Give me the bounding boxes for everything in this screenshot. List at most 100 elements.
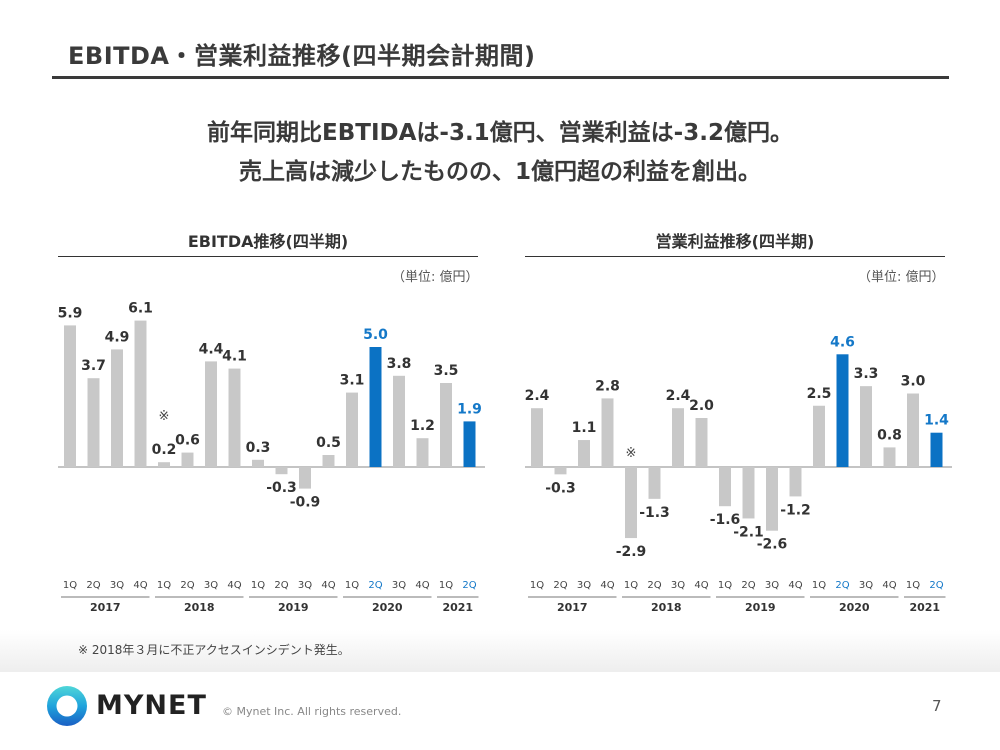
- ebitda-quarter-tick-label: 4Q: [415, 580, 429, 591]
- ebitda-quarter-tick-label: 2Q: [462, 580, 476, 591]
- operating-profit-bar: [860, 386, 872, 467]
- ebitda-value-label: 4.9: [105, 329, 130, 345]
- ebitda-value-label: 5.9: [58, 305, 83, 321]
- operating-profit-quarter-tick-label: 1Q: [906, 580, 920, 591]
- operating-profit-chart-title: 営業利益推移(四半期): [655, 232, 815, 251]
- operating-profit-bar: [813, 405, 825, 467]
- operating-profit-quarter-tick-label: 2Q: [647, 580, 661, 591]
- ebitda-annotation-mark: ※: [159, 409, 170, 424]
- footnote-band: [0, 630, 1000, 672]
- ebitda-bar: [64, 325, 76, 467]
- headline-line-2: 売上高は減少したものの、1億円超の利益を創出。: [238, 159, 761, 185]
- ebitda-bar: [134, 320, 147, 467]
- ebitda-value-label: 1.9: [457, 401, 482, 417]
- operating-profit-value-label: -1.6: [710, 512, 741, 528]
- ebitda-bar: [275, 467, 288, 475]
- ebitda-value-label: 0.5: [316, 435, 341, 451]
- ebitda-value-label: 6.1: [128, 301, 153, 317]
- operating-profit-value-label: 2.5: [807, 386, 832, 402]
- operating-profit-quarter-tick-label: 4Q: [600, 580, 614, 591]
- ebitda-value-label: 5.0: [363, 327, 388, 343]
- operating-profit-value-label: 2.0: [689, 398, 714, 414]
- operating-profit-bar: [930, 432, 943, 467]
- title-divider: [52, 76, 949, 79]
- operating-profit-value-label: 1.4: [924, 413, 949, 429]
- ebitda-value-label: 4.1: [222, 349, 247, 365]
- ebitda-year-label: 2017: [90, 601, 121, 614]
- operating-profit-value-label: -1.3: [639, 505, 670, 521]
- ebitda-value-label: 3.8: [387, 356, 412, 372]
- ebitda-bar: [369, 347, 382, 467]
- ebitda-chart-title: EBITDA推移(四半期): [187, 232, 349, 251]
- operating-profit-value-label: 3.3: [854, 366, 879, 382]
- ebitda-value-label: 1.2: [410, 418, 435, 434]
- ebitda-bar: [393, 375, 405, 467]
- operating-profit-quarter-tick-label: 2Q: [929, 580, 943, 591]
- footnote: ※ 2018年３月に不正アクセスインシデント発生。: [78, 643, 350, 657]
- operating-profit-value-label: -2.6: [757, 537, 788, 553]
- operating-profit-bar: [672, 408, 684, 467]
- operating-profit-bar: [625, 467, 637, 539]
- operating-profit-bar: [789, 467, 802, 497]
- ebitda-quarter-tick-label: 1Q: [251, 580, 265, 591]
- ebitda-value-label: 0.3: [246, 440, 271, 456]
- operating-profit-bar: [719, 467, 731, 507]
- ebitda-quarter-tick-label: 2Q: [180, 580, 194, 591]
- ebitda-bar: [416, 438, 429, 467]
- operating-profit-quarter-tick-label: 1Q: [812, 580, 826, 591]
- operating-profit-value-label: -1.2: [780, 502, 811, 518]
- operating-profit-quarter-tick-label: 1Q: [530, 580, 544, 591]
- operating-profit-bar: [907, 393, 919, 467]
- operating-profit-value-label: 2.8: [595, 378, 620, 394]
- ebitda-year-label: 2019: [278, 601, 309, 614]
- ebitda-year-label: 2021: [442, 601, 473, 614]
- operating-profit-quarter-tick-label: 2Q: [741, 580, 755, 591]
- ebitda-year-label: 2018: [184, 601, 215, 614]
- operating-profit-year-label: 2019: [745, 601, 776, 614]
- ebitda-bar: [252, 459, 264, 467]
- ebitda-value-label: 3.7: [81, 358, 106, 374]
- ebitda-bar: [158, 462, 170, 467]
- operating-profit-year-label: 2020: [839, 601, 870, 614]
- ebitda-quarter-tick-label: 4Q: [227, 580, 241, 591]
- operating-profit-quarter-tick-label: 4Q: [788, 580, 802, 591]
- ebitda-quarter-tick-label: 1Q: [439, 580, 453, 591]
- ebitda-bar: [205, 361, 217, 467]
- ebitda-bar: [87, 378, 100, 467]
- ebitda-quarter-tick-label: 4Q: [133, 580, 147, 591]
- ebitda-bar: [463, 421, 476, 467]
- ebitda-quarter-tick-label: 4Q: [321, 580, 335, 591]
- ebitda-year-label: 2020: [372, 601, 403, 614]
- ebitda-bar: [111, 349, 123, 467]
- operating-profit-quarter-tick-label: 2Q: [553, 580, 567, 591]
- ebitda-value-label: 0.6: [175, 433, 200, 449]
- ebitda-value-label: 3.5: [434, 363, 459, 379]
- operating-profit-quarter-tick-label: 3Q: [577, 580, 591, 591]
- operating-profit-value-label: -2.9: [616, 544, 647, 560]
- ebitda-quarter-tick-label: 2Q: [368, 580, 382, 591]
- ebitda-quarter-tick-label: 1Q: [345, 580, 359, 591]
- ebitda-value-label: 3.1: [340, 373, 365, 389]
- ebitda-value-label: -0.3: [266, 480, 297, 496]
- ebitda-value-label: -0.9: [290, 495, 321, 511]
- operating-profit-bar: [648, 467, 661, 499]
- operating-profit-year-label: 2018: [651, 601, 682, 614]
- operating-profit-bar: [766, 467, 778, 531]
- operating-profit-chart-title-rule: [525, 256, 945, 257]
- operating-profit-value-label: 4.6: [830, 334, 855, 350]
- operating-profit-quarter-tick-label: 3Q: [671, 580, 685, 591]
- ebitda-quarter-tick-label: 3Q: [392, 580, 406, 591]
- operating-profit-year-label: 2021: [909, 601, 940, 614]
- operating-profit-quarter-tick-label: 2Q: [835, 580, 849, 591]
- operating-profit-bar: [695, 418, 708, 467]
- operating-profit-quarter-tick-label: 4Q: [882, 580, 896, 591]
- ebitda-quarter-tick-label: 2Q: [274, 580, 288, 591]
- operating-profit-bar: [578, 440, 590, 467]
- operating-profit-year-label: 2017: [557, 601, 588, 614]
- operating-profit-quarter-tick-label: 3Q: [859, 580, 873, 591]
- operating-profit-quarter-tick-label: 3Q: [765, 580, 779, 591]
- page-number: 7: [932, 697, 942, 715]
- operating-profit-quarter-tick-label: 1Q: [718, 580, 732, 591]
- ebitda-value-label: 4.4: [199, 341, 224, 357]
